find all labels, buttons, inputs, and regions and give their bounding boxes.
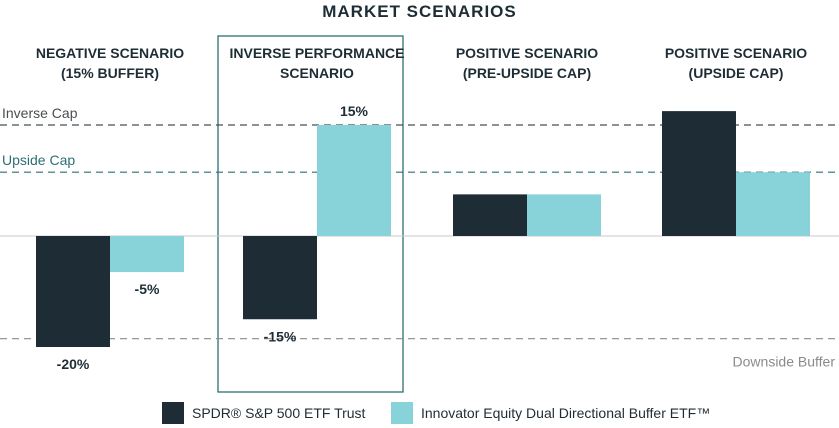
bar-s1-c0 bbox=[110, 236, 184, 273]
reference-label-0: Inverse Cap bbox=[2, 105, 78, 121]
bar-s0-c2 bbox=[453, 194, 527, 236]
data-label-s0-c1: -15% bbox=[264, 328, 297, 344]
category-label-1-line-1: SCENARIO bbox=[280, 65, 354, 81]
highlight-box bbox=[217, 35, 404, 393]
legend-swatch-1 bbox=[391, 402, 413, 424]
category-label-2-line-1: (PRE-UPSIDE CAP) bbox=[463, 65, 591, 81]
bar-s0-c0 bbox=[36, 236, 110, 347]
bar-s1-c3 bbox=[736, 172, 810, 236]
category-label-3-line-0: POSITIVE SCENARIO bbox=[665, 45, 807, 61]
reference-label-2: Downside Buffer bbox=[733, 354, 836, 370]
bar-s1-c1 bbox=[317, 125, 391, 236]
legend-label-1: Innovator Equity Dual Directional Buffer… bbox=[421, 405, 710, 421]
data-label-s1-c0: -5% bbox=[135, 281, 160, 297]
data-label-s0-c0: -20% bbox=[57, 356, 90, 372]
bar-s1-c2 bbox=[527, 194, 601, 236]
category-label-0-line-1: (15% BUFFER) bbox=[61, 65, 159, 81]
category-label-0-line-0: NEGATIVE SCENARIO bbox=[36, 45, 184, 61]
category-label-1-line-0: INVERSE PERFORMANCE bbox=[229, 45, 404, 61]
reference-label-1: Upside Cap bbox=[2, 152, 75, 168]
data-label-s1-c1: 15% bbox=[340, 103, 369, 119]
chart-title: MARKET SCENARIOS bbox=[322, 2, 517, 21]
legend-swatch-0 bbox=[162, 402, 184, 424]
category-label-3-line-1: (UPSIDE CAP) bbox=[689, 65, 784, 81]
bar-s0-c3 bbox=[662, 111, 736, 236]
category-label-2-line-0: POSITIVE SCENARIO bbox=[456, 45, 598, 61]
legend-label-0: SPDR® S&P 500 ETF Trust bbox=[192, 405, 366, 421]
bar-s0-c1 bbox=[243, 236, 317, 320]
